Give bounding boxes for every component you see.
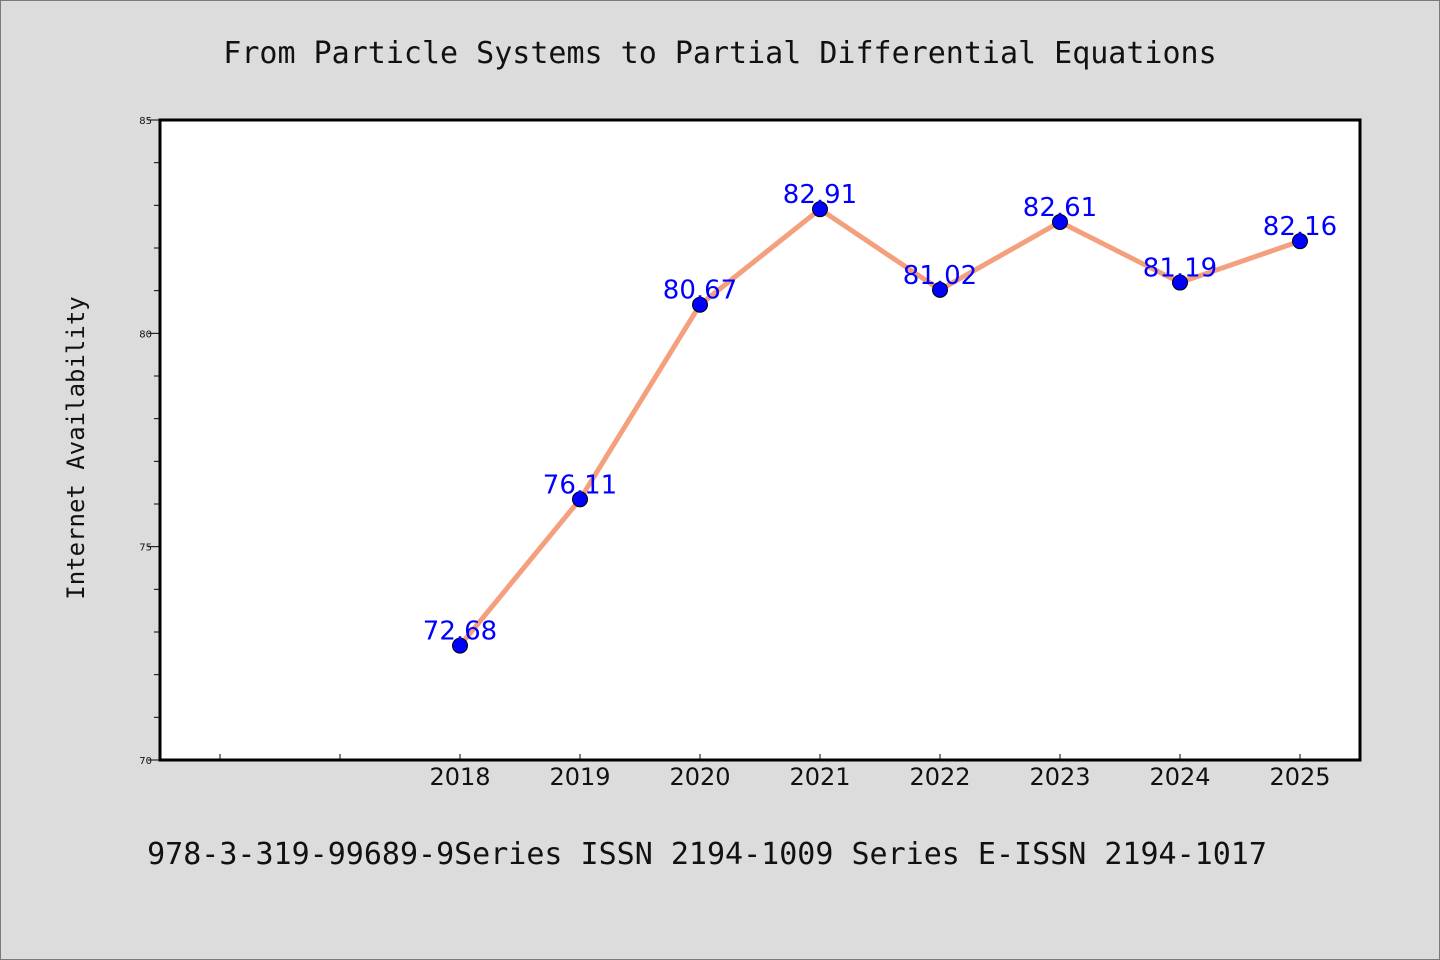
data-point (452, 637, 468, 654)
data-point (1292, 233, 1308, 250)
x-tick-label: 2024 (1149, 763, 1210, 791)
data-label-layer: 72.68 76.11 80.67 82.91 81.02 82.61 81.19 82.16 (423, 180, 1337, 646)
data-label: 80.67 (663, 276, 737, 306)
data-label: 82.16 (1263, 212, 1337, 242)
y-tick-label: 70 (139, 756, 152, 767)
y-tick-label: 75 (139, 543, 152, 554)
chart-title: From Particle Systems to Partial Differe… (223, 36, 1216, 71)
x-tick-label: 2018 (429, 763, 490, 791)
data-point (572, 491, 588, 508)
series-line (457, 206, 1303, 649)
plot-area (158, 118, 1362, 762)
data-label: 82.61 (1023, 193, 1097, 223)
x-tick-label: 2025 (1269, 763, 1330, 791)
y-tick-label: 85 (139, 116, 152, 127)
data-point (812, 201, 828, 218)
y-axis-label: Internet Availability (62, 296, 90, 599)
series-layer (452, 201, 1308, 654)
x-axis-ticks: 2018 2019 2020 2021 2022 2023 2024 2025 (219, 754, 1331, 791)
x-tick-label: 2019 (549, 763, 610, 791)
y-axis-ticks: 70 75 80 85 (139, 116, 160, 767)
y-tick-label: 80 (139, 329, 152, 340)
footer-isbn-text: 978-3-319-99689-9Series ISSN 2194-1009 S… (147, 837, 1267, 872)
data-point (932, 281, 948, 298)
data-label: 82.91 (783, 180, 857, 210)
x-tick-label: 2021 (789, 763, 850, 791)
data-label: 76.11 (543, 470, 617, 500)
x-tick-label: 2023 (1029, 763, 1090, 791)
data-point (1052, 213, 1068, 230)
data-label: 81.02 (903, 261, 977, 291)
data-point (692, 296, 708, 313)
data-point (1172, 274, 1188, 291)
x-tick-label: 2022 (909, 763, 970, 791)
data-label: 81.19 (1143, 254, 1217, 284)
data-label: 72.68 (423, 617, 497, 647)
x-tick-label: 2020 (669, 763, 730, 791)
